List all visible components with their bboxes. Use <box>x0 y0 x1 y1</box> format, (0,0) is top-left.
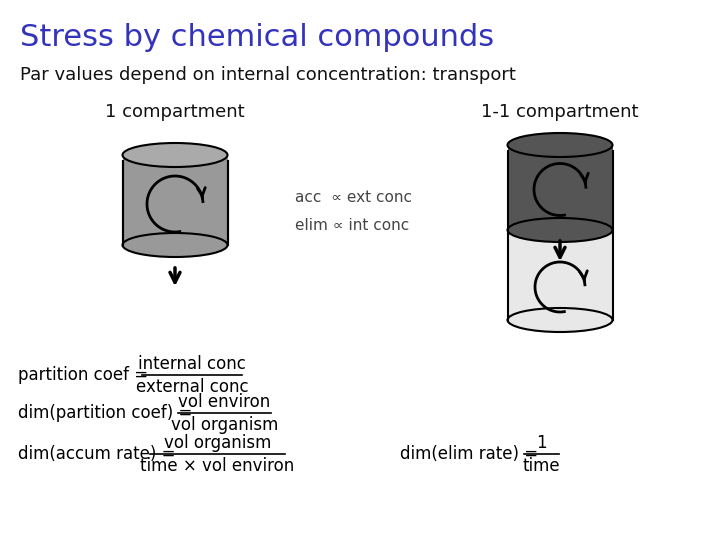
Text: Par values depend on internal concentration: transport: Par values depend on internal concentrat… <box>20 66 516 84</box>
Text: partition coef =: partition coef = <box>18 366 153 384</box>
Text: 1: 1 <box>536 434 547 452</box>
Text: Stress by chemical compounds: Stress by chemical compounds <box>20 24 494 52</box>
Text: 1-1 compartment: 1-1 compartment <box>481 103 639 121</box>
Ellipse shape <box>122 143 228 167</box>
Ellipse shape <box>508 308 613 332</box>
Bar <box>122 155 228 245</box>
Ellipse shape <box>508 133 613 157</box>
Text: time × vol environ: time × vol environ <box>140 457 294 475</box>
Text: dim(partition coef) =: dim(partition coef) = <box>18 404 197 422</box>
Bar <box>508 230 613 320</box>
Text: vol organism: vol organism <box>171 416 279 434</box>
Text: dim(elim rate) =: dim(elim rate) = <box>400 445 544 463</box>
Text: internal conc: internal conc <box>138 355 246 373</box>
Text: vol organism: vol organism <box>163 434 271 452</box>
Ellipse shape <box>122 233 228 257</box>
Text: external conc: external conc <box>136 378 248 396</box>
Text: acc  ∝ ext conc: acc ∝ ext conc <box>295 191 412 206</box>
Text: vol environ: vol environ <box>179 393 271 411</box>
Text: elim ∝ int conc: elim ∝ int conc <box>295 218 409 233</box>
Text: dim(accum rate) =: dim(accum rate) = <box>18 445 181 463</box>
Ellipse shape <box>508 218 613 242</box>
Bar <box>508 145 613 230</box>
Text: time: time <box>523 457 561 475</box>
Text: 1 compartment: 1 compartment <box>105 103 245 121</box>
